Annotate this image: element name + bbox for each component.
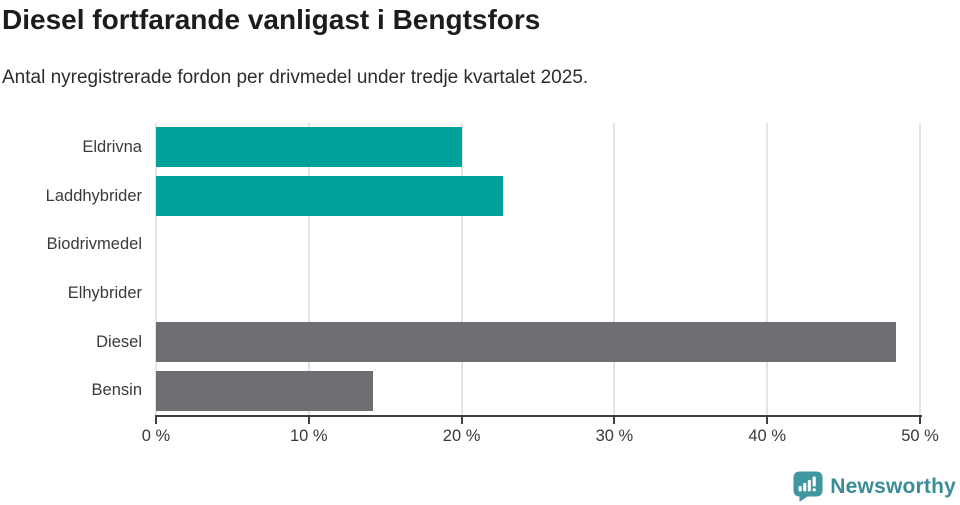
chart-subtitle: Antal nyregistrerade fordon per drivmede…	[2, 67, 589, 88]
axis-tick-label: 50 %	[901, 427, 939, 445]
bar-row: Elhybrider	[0, 269, 960, 318]
gridline	[919, 123, 921, 415]
bar-diesel	[156, 322, 896, 363]
bar-eldrivna	[156, 127, 462, 168]
axis-tick-label: 20 %	[442, 427, 481, 445]
axis-tick	[155, 415, 157, 424]
newsworthy-wordmark: Newsworthy	[830, 474, 956, 498]
x-axis-line	[156, 415, 922, 417]
bar-chart: Eldrivna Laddhybrider Biodrivmedel Elhybrid…	[0, 123, 960, 445]
bar-track	[156, 172, 960, 221]
bar-track	[156, 220, 960, 269]
bar-track	[156, 269, 960, 318]
bar-rows: Eldrivna Laddhybrider Biodrivmedel Elhybrid…	[0, 123, 960, 415]
bar-track	[156, 123, 960, 172]
category-label: Laddhybrider	[45, 186, 142, 205]
bar-track	[156, 366, 960, 415]
bar-row: Diesel	[0, 318, 960, 367]
newsworthy-logo: Newsworthy	[793, 471, 956, 502]
newsworthy-icon	[793, 471, 823, 502]
category-label: Bensin	[91, 381, 142, 400]
chart-title: Diesel fortfarande vanligast i Bengtsfor…	[2, 4, 541, 35]
bar-bensin	[156, 370, 374, 411]
gridlines	[155, 123, 921, 415]
gridline	[766, 123, 769, 415]
bar-laddhybrider	[156, 176, 504, 216]
bar-row: Eldrivna	[0, 123, 960, 172]
axis-tick-label: 0 %	[141, 427, 171, 445]
axis-tick	[766, 415, 769, 424]
axis-tick-label: 40 %	[748, 427, 786, 445]
gridline	[460, 123, 463, 415]
axis-tick	[460, 415, 463, 424]
category-label: Diesel	[96, 332, 142, 351]
bar-row: Bensin	[0, 366, 960, 415]
bar-track	[156, 318, 960, 367]
category-label: Elhybrider	[67, 283, 142, 302]
bar-row: Biodrivmedel	[0, 220, 960, 269]
axis-tick	[919, 415, 921, 424]
axis-tick	[307, 415, 310, 424]
axis-tick-label: 10 %	[289, 427, 328, 445]
axis-tick	[613, 415, 616, 424]
gridline	[155, 123, 157, 415]
category-label: Eldrivna	[82, 137, 142, 156]
category-label: Biodrivmedel	[46, 235, 142, 254]
bar-row: Laddhybrider	[0, 172, 960, 221]
gridline	[307, 123, 310, 415]
axis-tick-label: 30 %	[595, 427, 634, 445]
gridline	[613, 123, 616, 415]
